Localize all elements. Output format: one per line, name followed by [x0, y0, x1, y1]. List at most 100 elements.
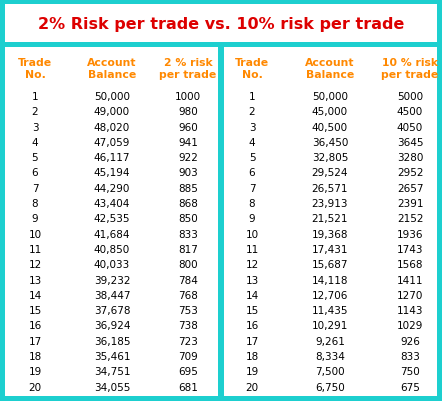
Text: 9: 9 — [249, 214, 255, 224]
Text: 1270: 1270 — [397, 290, 423, 300]
Text: 3280: 3280 — [397, 153, 423, 163]
Text: 2: 2 — [32, 107, 38, 117]
Text: 709: 709 — [178, 351, 198, 361]
Text: Trade
No.: Trade No. — [18, 58, 52, 80]
Text: Account
Balance: Account Balance — [87, 58, 137, 80]
Text: 40,033: 40,033 — [94, 260, 130, 269]
Text: 1936: 1936 — [397, 229, 423, 239]
Text: 36,924: 36,924 — [94, 321, 130, 331]
Bar — [224, 48, 437, 396]
Text: 833: 833 — [400, 351, 420, 361]
Text: 738: 738 — [178, 321, 198, 331]
Text: 13: 13 — [28, 275, 42, 285]
Text: Account
Balance: Account Balance — [305, 58, 355, 80]
Text: 13: 13 — [245, 275, 259, 285]
Text: 14: 14 — [28, 290, 42, 300]
Text: 753: 753 — [178, 306, 198, 316]
Text: 40,500: 40,500 — [312, 122, 348, 132]
Text: 39,232: 39,232 — [94, 275, 130, 285]
Text: 12,706: 12,706 — [312, 290, 348, 300]
Text: 768: 768 — [178, 290, 198, 300]
Text: 2: 2 — [249, 107, 255, 117]
Text: 960: 960 — [178, 122, 198, 132]
Text: 11,435: 11,435 — [312, 306, 348, 316]
Text: 8: 8 — [32, 198, 38, 209]
Text: 41,684: 41,684 — [94, 229, 130, 239]
Text: 1: 1 — [32, 92, 38, 102]
Text: 29,524: 29,524 — [312, 168, 348, 178]
Text: 723: 723 — [178, 336, 198, 346]
Text: 47,059: 47,059 — [94, 138, 130, 148]
Text: 2657: 2657 — [397, 183, 423, 193]
Text: 15: 15 — [245, 306, 259, 316]
Text: 2152: 2152 — [397, 214, 423, 224]
Text: 7: 7 — [32, 183, 38, 193]
Text: 17: 17 — [245, 336, 259, 346]
Text: 45,000: 45,000 — [312, 107, 348, 117]
Text: 784: 784 — [178, 275, 198, 285]
Text: 19: 19 — [28, 367, 42, 377]
Text: 6,750: 6,750 — [315, 382, 345, 392]
Text: 20: 20 — [245, 382, 259, 392]
Text: 941: 941 — [178, 138, 198, 148]
Bar — [5, 5, 437, 43]
Text: 16: 16 — [245, 321, 259, 331]
Text: 9: 9 — [32, 214, 38, 224]
Text: 6: 6 — [32, 168, 38, 178]
Text: 5: 5 — [249, 153, 255, 163]
Text: 9,261: 9,261 — [315, 336, 345, 346]
Text: 17: 17 — [28, 336, 42, 346]
Text: 48,020: 48,020 — [94, 122, 130, 132]
Text: 21,521: 21,521 — [312, 214, 348, 224]
Text: 50,000: 50,000 — [94, 92, 130, 102]
Text: 3645: 3645 — [397, 138, 423, 148]
Text: 3: 3 — [249, 122, 255, 132]
Text: 681: 681 — [178, 382, 198, 392]
Text: 19,368: 19,368 — [312, 229, 348, 239]
Text: 12: 12 — [245, 260, 259, 269]
Text: 14: 14 — [245, 290, 259, 300]
Text: 35,461: 35,461 — [94, 351, 130, 361]
Text: 817: 817 — [178, 244, 198, 254]
Text: 7: 7 — [249, 183, 255, 193]
Text: 1411: 1411 — [397, 275, 423, 285]
Text: 18: 18 — [245, 351, 259, 361]
Text: 42,535: 42,535 — [94, 214, 130, 224]
Text: 10: 10 — [28, 229, 42, 239]
Text: 4500: 4500 — [397, 107, 423, 117]
Text: 49,000: 49,000 — [94, 107, 130, 117]
Text: 14,118: 14,118 — [312, 275, 348, 285]
Text: 15: 15 — [28, 306, 42, 316]
Text: 43,404: 43,404 — [94, 198, 130, 209]
Text: 26,571: 26,571 — [312, 183, 348, 193]
Text: 11: 11 — [28, 244, 42, 254]
Text: 922: 922 — [178, 153, 198, 163]
Text: 1: 1 — [249, 92, 255, 102]
Text: 4: 4 — [32, 138, 38, 148]
Text: 18: 18 — [28, 351, 42, 361]
Text: 695: 695 — [178, 367, 198, 377]
Text: 17,431: 17,431 — [312, 244, 348, 254]
Text: 34,751: 34,751 — [94, 367, 130, 377]
Text: 7,500: 7,500 — [315, 367, 345, 377]
Text: 36,185: 36,185 — [94, 336, 130, 346]
Text: 903: 903 — [178, 168, 198, 178]
Text: 850: 850 — [178, 214, 198, 224]
Text: 10,291: 10,291 — [312, 321, 348, 331]
Text: 32,805: 32,805 — [312, 153, 348, 163]
Text: 6: 6 — [249, 168, 255, 178]
Text: 19: 19 — [245, 367, 259, 377]
Text: 833: 833 — [178, 229, 198, 239]
Text: 40,850: 40,850 — [94, 244, 130, 254]
Text: 11: 11 — [245, 244, 259, 254]
Bar — [5, 48, 218, 396]
Text: 38,447: 38,447 — [94, 290, 130, 300]
Text: 36,450: 36,450 — [312, 138, 348, 148]
Text: 885: 885 — [178, 183, 198, 193]
Text: 2 % risk
per trade: 2 % risk per trade — [160, 58, 217, 80]
Text: 23,913: 23,913 — [312, 198, 348, 209]
Text: 750: 750 — [400, 367, 420, 377]
Text: 12: 12 — [28, 260, 42, 269]
Text: 8,334: 8,334 — [315, 351, 345, 361]
Text: 868: 868 — [178, 198, 198, 209]
